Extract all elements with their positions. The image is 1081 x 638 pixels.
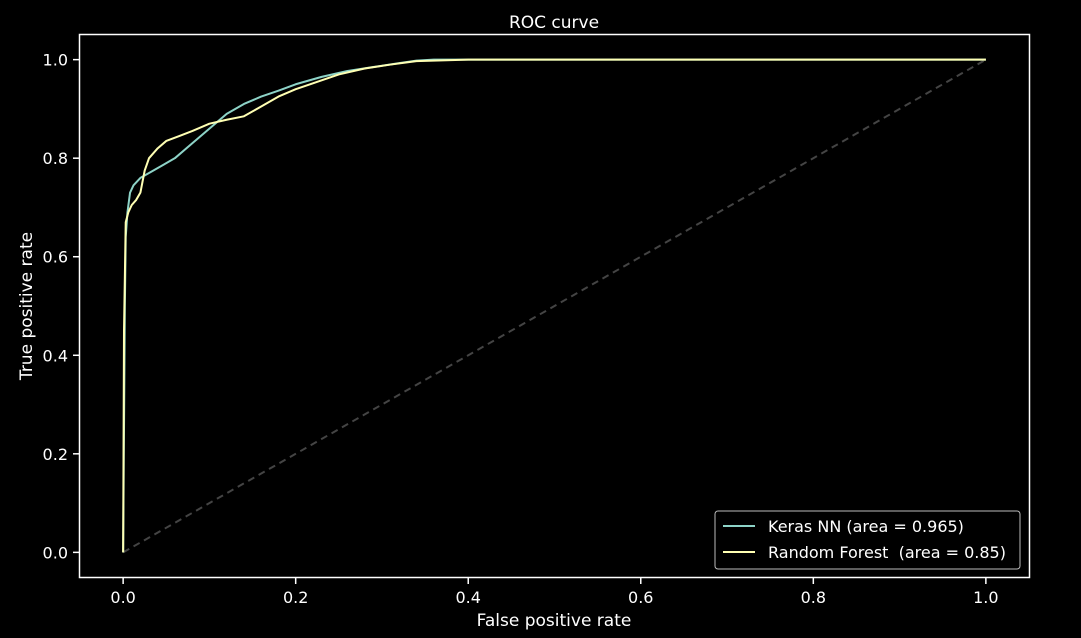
y-tick-label: 0.0	[43, 543, 68, 562]
legend: Keras NN (area = 0.965) Random Forest (a…	[714, 510, 1021, 570]
legend-box	[714, 510, 1021, 570]
y-tick-label: 0.2	[43, 445, 68, 464]
y-tick-label: 0.8	[43, 149, 68, 168]
chart-title: ROC curve	[509, 13, 599, 33]
y-axis-label: True positive rate	[17, 232, 37, 381]
x-tick-label: 1.0	[973, 588, 998, 607]
y-tick-label: 0.6	[43, 248, 68, 267]
plot-area	[122, 58, 987, 554]
x-tick-label: 0.2	[283, 588, 308, 607]
legend-label-keras-nn: Keras NN (area = 0.965)	[768, 517, 964, 536]
x-axis-label: False positive rate	[477, 611, 632, 631]
x-tick-label: 0.4	[456, 588, 481, 607]
plot-frame	[78, 33, 1031, 579]
x-tick-label: 0.8	[801, 588, 826, 607]
y-tick-label: 0.4	[43, 346, 68, 365]
x-tick-label: 0.6	[628, 588, 653, 607]
series-line-1	[122, 58, 986, 553]
axis-ticks: 0.0 0.2 0.4 0.6 0.8 1.0 0.0 0.2 0.4 0.6 0.8 1.0	[43, 51, 999, 607]
y-tick-label: 1.0	[43, 51, 68, 70]
legend-label-random-forest: Random Forest (area = 0.85)	[768, 543, 1006, 562]
reference-diagonal-line	[122, 58, 987, 554]
x-tick-label: 0.0	[110, 588, 135, 607]
